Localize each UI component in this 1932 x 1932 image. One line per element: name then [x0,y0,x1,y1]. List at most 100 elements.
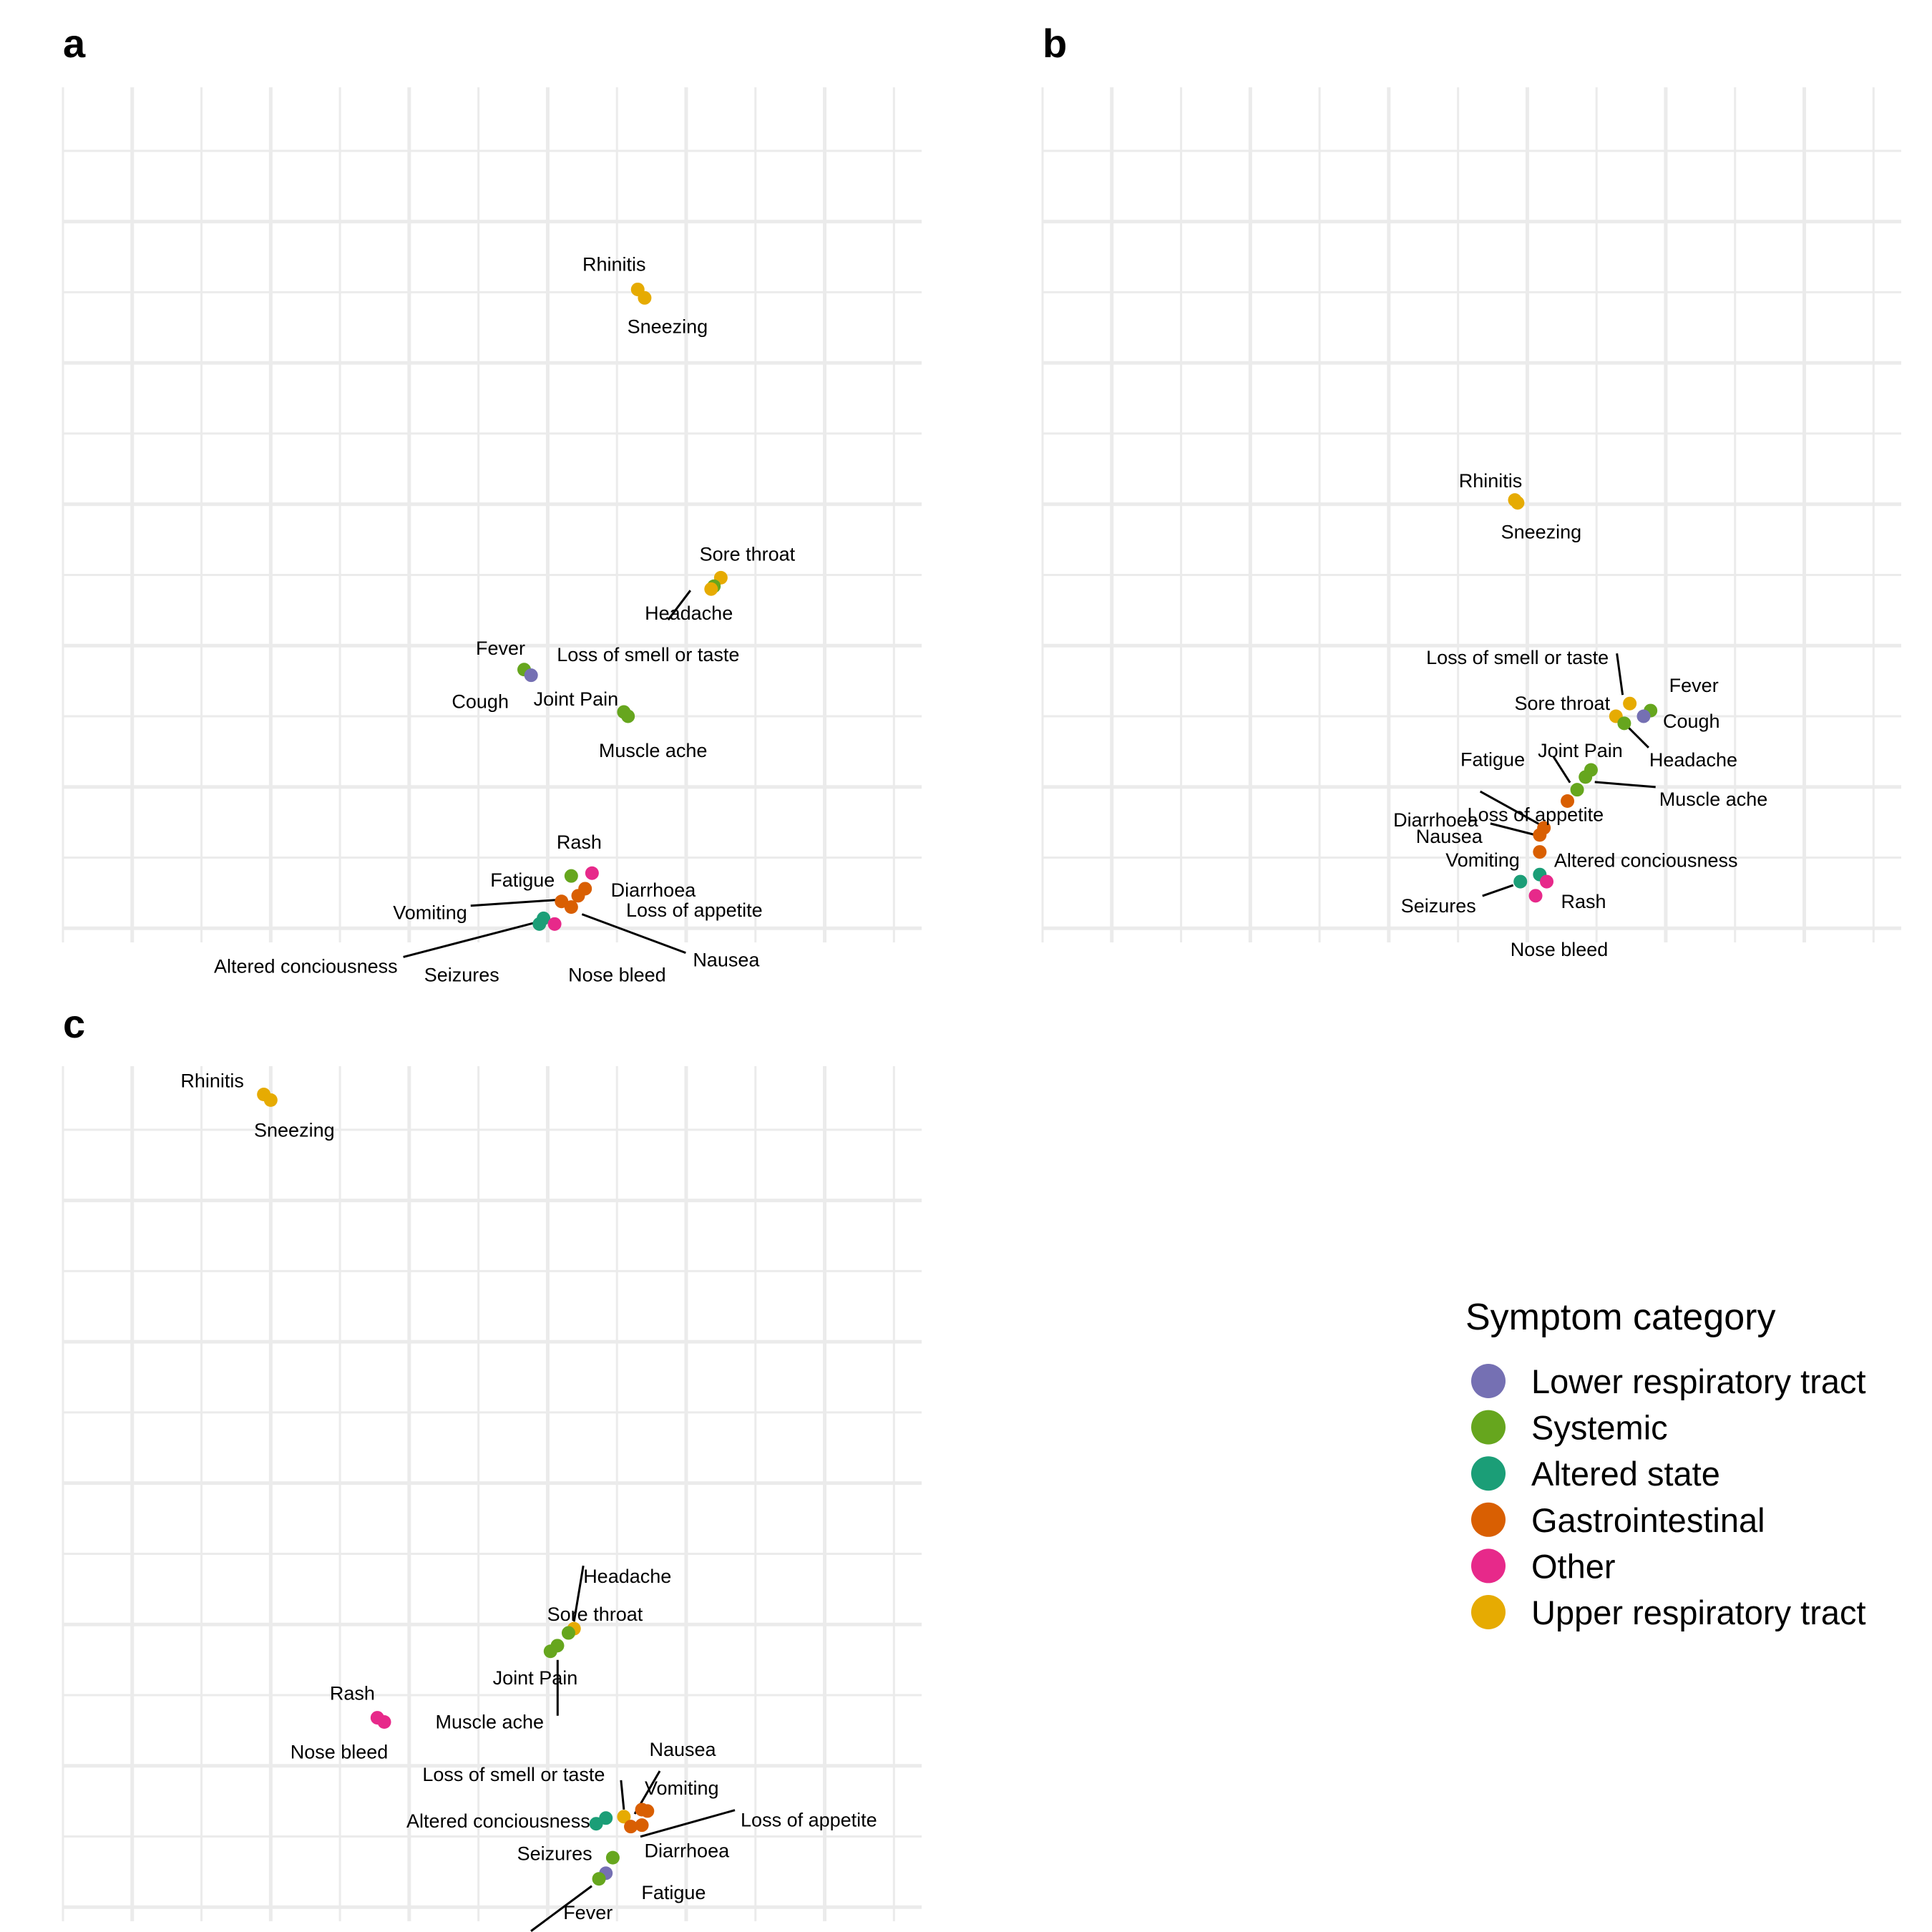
point-label-diarrhoea: Diarrhoea [645,1840,731,1862]
leader-line-fatigue [1552,756,1571,784]
point-loss-of-appetite [1561,794,1575,808]
point-label-fatigue: Fatigue [490,869,555,891]
leaders-b [1479,653,1656,897]
point-label-joint-pain: Joint Pain [534,688,619,710]
legend-label-altered-state: Altered state [1531,1455,1720,1493]
leader-line-muscle-ache [1594,781,1656,789]
point-cough [524,668,538,683]
point-label-nausea: Nausea [693,950,760,971]
labels-c: Rhinitis Sneezing Headache Sore throat Joint… [180,1070,877,1932]
point-nose-bleed [547,917,562,931]
point-fatigue [1570,783,1584,797]
leader-line-loss-of-smell-or-taste [620,1780,625,1810]
point-headache [1617,716,1631,731]
leader-line-headache [572,1565,585,1622]
grid-a [62,87,922,942]
point-label-sore-throat: Sore throat [700,543,796,565]
legend-label-lower-respiratory-tract: Lower respiratory tract [1531,1362,1866,1400]
point-label-sneezing: Sneezing [1501,522,1582,543]
point-seizures [589,1817,603,1831]
leader-line-nausea [581,913,686,955]
leaders-a [403,590,692,958]
point-label-muscle-ache: Muscle ache [599,740,708,761]
leader-line-loss-of-smell-or-taste [667,590,692,621]
point-label-fatigue: Fatigue [641,1882,706,1903]
leader-line-diarrhoea [1479,790,1541,826]
point-label-loss-of-appetite: Loss of appetite [741,1810,877,1831]
point-label-seizures: Seizures [517,1843,592,1865]
point-label-rhinitis: Rhinitis [1459,470,1523,492]
labels-a: Rhinitis Sneezing Sore throat Headache Loss … [214,253,796,985]
legend-swatch-other [1471,1548,1506,1584]
leader-line-loss-of-smell-or-taste [1616,653,1624,696]
point-label-rhinitis: Rhinitis [582,253,646,275]
legend-swatch-gastrointestinal [1471,1502,1506,1537]
point-label-nose-bleed: Nose bleed [291,1741,389,1762]
point-label-cough: Cough [1663,711,1720,732]
point-label-rash: Rash [330,1683,375,1704]
labels-b: Rhinitis Sneezing Loss of smell or taste Fe… [1393,470,1767,960]
point-rash [585,866,599,880]
point-label-loss-of-smell-or-taste: Loss of smell or taste [1426,647,1609,668]
point-label-vomiting: Vomiting [393,902,467,924]
panel-b: b Rhinitis Sneezing Loss of smell or taste F… [1041,21,1901,960]
point-label-fatigue: Fatigue [1460,749,1525,771]
point-label-cough: Cough [452,691,509,713]
point-sneezing [638,291,652,305]
point-label-loss-of-appetite: Loss of appetite [1468,804,1604,825]
point-label-fever: Fever [563,1902,613,1923]
point-label-rhinitis: Rhinitis [180,1070,244,1092]
panel-c: c Rhinitis Sneezing Headache Sore throat Join… [62,1001,922,1932]
point-label-fever: Fever [476,638,525,659]
point-loss-of-smell-or-taste [704,582,718,596]
point-sore-throat [561,1626,575,1640]
point-label-headache: Headache [1649,749,1737,771]
point-label-rash: Rash [557,831,602,853]
point-label-muscle-ache: Muscle ache [436,1712,545,1733]
point-label-nausea: Nausea [1416,826,1483,847]
point-label-nose-bleed: Nose bleed [568,964,666,985]
point-seizures [532,917,547,931]
legend-label-systemic: Systemic [1531,1409,1668,1447]
legend-swatch-lower-respiratory-tract [1471,1364,1506,1398]
grid-c [62,1066,922,1921]
point-sneezing [263,1093,278,1107]
point-label-nose-bleed: Nose bleed [1511,939,1609,960]
point-diarrhoea [624,1820,638,1834]
panel-a: a Rhinitis Sneezing Sore throat Headache Loss… [62,21,922,985]
panel-letter-c: c [63,1001,85,1046]
point-label-diarrhoea: Diarrhoea [611,879,697,901]
point-muscle-ache [621,709,635,723]
point-nausea [564,900,578,914]
legend-label-gastrointestinal: Gastrointestinal [1531,1501,1765,1539]
leader-line-nausea [1490,822,1536,836]
legend-title: Symptom category [1465,1297,1776,1338]
point-label-muscle-ache: Muscle ache [1659,789,1768,810]
point-label-loss-of-appetite: Loss of appetite [626,899,763,921]
point-nausea [1533,828,1547,842]
points-a [517,282,728,931]
panel-letter-a: a [63,21,86,66]
point-label-seizures: Seizures [424,964,499,985]
point-label-altered-conciousness: Altered conciousness [1554,850,1738,872]
point-cough [592,1872,606,1886]
point-label-vomiting: Vomiting [1445,849,1520,871]
point-label-altered-conciousness: Altered conciousness [214,955,398,977]
point-rash [1540,874,1554,889]
leader-line-headache [1626,725,1649,748]
point-muscle-ache [543,1644,557,1659]
point-label-nausea: Nausea [649,1739,716,1760]
legend-swatch-systemic [1471,1410,1506,1445]
leader-line-cough [530,1885,592,1932]
point-altered-conciousness [1533,845,1547,859]
point-label-rash: Rash [1561,891,1606,912]
point-label-headache: Headache [583,1566,671,1587]
point-label-headache: Headache [645,602,733,624]
point-vomiting [640,1804,655,1818]
point-label-sneezing: Sneezing [628,316,708,337]
point-sneezing [1511,496,1525,510]
leader-line-loss-of-appetite [640,1809,736,1838]
point-nose-bleed [377,1714,391,1729]
point-label-vomiting: Vomiting [645,1777,719,1799]
